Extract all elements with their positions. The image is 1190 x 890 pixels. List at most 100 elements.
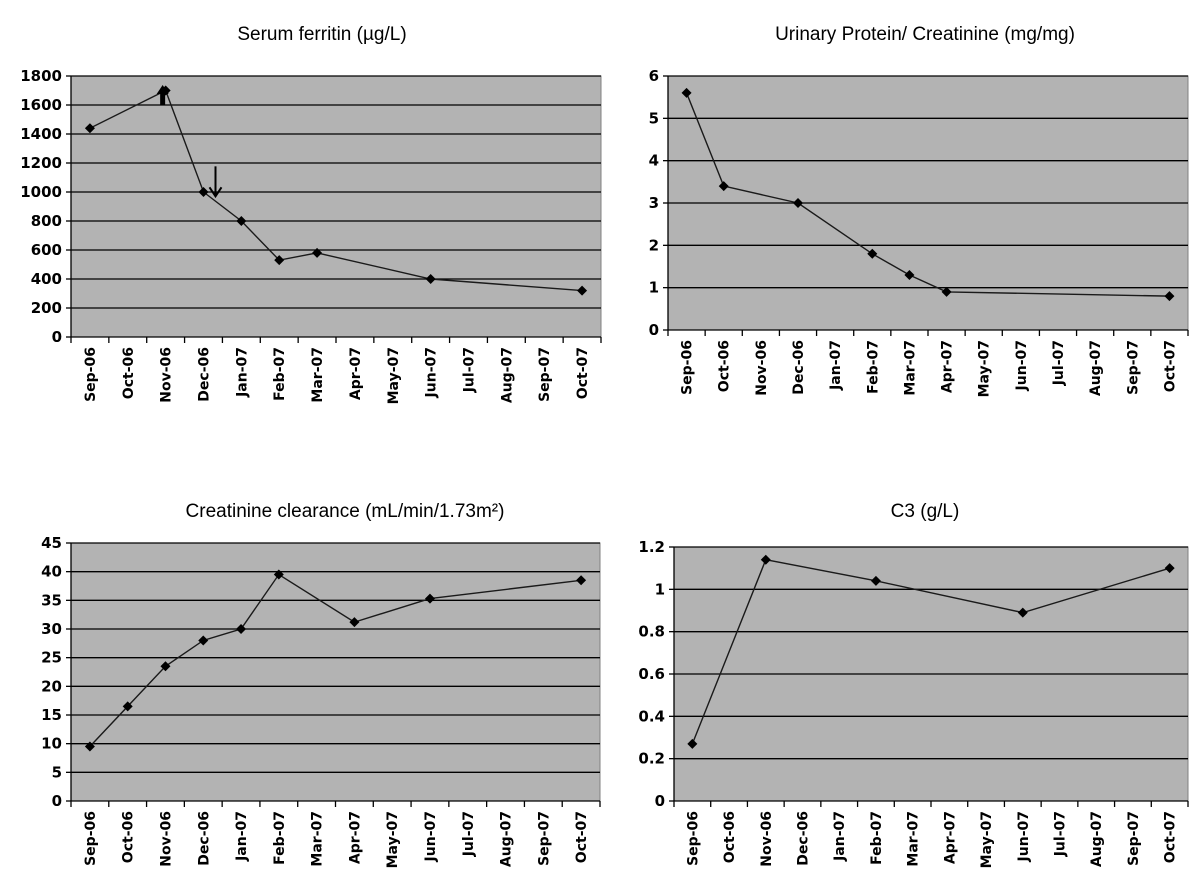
data-point (1164, 563, 1175, 574)
data-point (1017, 607, 1028, 618)
y-tick-label: 0 (649, 321, 659, 339)
y-tick-label: 1800 (20, 67, 62, 85)
x-tick-label: Oct-06 (717, 340, 733, 392)
x-tick-label: Sep-06 (83, 347, 99, 402)
data-point (160, 661, 171, 672)
x-tick-label: May-07 (386, 347, 402, 404)
y-tick-label: 3 (649, 194, 659, 212)
y-tick-label: 1200 (20, 154, 62, 172)
x-tick-label: Mar-07 (310, 347, 326, 403)
chart-title: Serum ferritin (µg/L) (237, 24, 406, 45)
x-tick-label: Oct-06 (722, 811, 738, 863)
data-point (681, 87, 692, 98)
y-tick-label: 40 (41, 563, 62, 581)
x-tick-label: Jul-07 (1053, 811, 1069, 857)
x-tick-label: Aug-07 (1089, 811, 1105, 867)
x-tick-label: Oct-06 (121, 347, 137, 399)
chart-title: Urinary Protein/ Creatinine (mg/mg) (775, 24, 1075, 45)
data-point (904, 269, 915, 280)
y-tick-label: 2 (649, 236, 659, 254)
x-tick-label: Jul-07 (462, 347, 478, 393)
data-point (577, 285, 588, 296)
data-point (198, 635, 209, 646)
data-point (425, 274, 436, 284)
y-tick-label: 400 (31, 270, 62, 288)
y-tick-label: 5 (52, 763, 62, 781)
x-tick-label: Jan-07 (832, 811, 848, 862)
x-tick-label: Jun-07 (423, 811, 439, 862)
x-tick-label: Oct-07 (1163, 811, 1179, 863)
data-point (349, 617, 360, 628)
y-tick-label: 200 (31, 299, 62, 317)
y-tick-label: 1 (655, 580, 665, 598)
y-tick-label: 0.8 (638, 623, 665, 641)
x-tick-label: Feb-07 (865, 340, 881, 394)
x-tick-label: Apr-07 (347, 811, 363, 864)
x-tick-label: Dec-06 (197, 347, 213, 402)
data-point (236, 624, 247, 634)
data-point (122, 701, 133, 712)
y-tick-label: 0.4 (638, 707, 665, 725)
x-tick-label: Oct-06 (121, 811, 137, 863)
series-line (89, 89, 583, 292)
x-tick-label: Mar-07 (906, 811, 922, 867)
y-tick-label: 0.6 (638, 665, 665, 683)
x-tick-label: Dec-06 (196, 811, 212, 866)
data-point (793, 198, 803, 208)
y-tick-label: 800 (31, 212, 62, 230)
y-tick-label: 4 (649, 152, 659, 170)
y-tick-label: 1.2 (638, 538, 665, 556)
x-tick-label: Nov-06 (159, 347, 175, 403)
x-tick-label: Jul-07 (461, 811, 477, 857)
x-tick-label: Apr-07 (348, 347, 364, 400)
x-tick-label: Nov-06 (759, 811, 775, 867)
x-tick-label: May-07 (979, 811, 995, 868)
x-tick-label: Feb-07 (272, 811, 288, 865)
y-tick-label: 6 (649, 67, 659, 85)
x-tick-label: Sep-06 (83, 811, 99, 866)
x-tick-label: Sep-06 (680, 340, 696, 395)
data-point (760, 554, 771, 565)
y-tick-label: 25 (41, 649, 62, 667)
data-point (236, 216, 247, 226)
x-tick-label: Oct-07 (1162, 340, 1178, 392)
data-point (718, 181, 729, 192)
x-tick-label: Jan-07 (828, 340, 844, 391)
y-tick-label: 45 (41, 534, 62, 552)
y-tick-label: 30 (41, 620, 62, 638)
x-tick-label: Jun-07 (1016, 811, 1032, 862)
y-tick-label: 5 (649, 109, 659, 127)
data-point (84, 741, 95, 752)
x-tick-label: Sep-07 (536, 811, 552, 866)
x-tick-label: Dec-06 (796, 811, 812, 866)
y-tick-label: 1 (649, 279, 659, 297)
data-point (941, 286, 952, 297)
x-tick-label: Oct-07 (574, 811, 590, 863)
x-tick-label: Jul-07 (1051, 340, 1067, 386)
x-tick-label: Sep-07 (1126, 811, 1142, 866)
data-point (84, 123, 95, 134)
x-tick-label: Aug-07 (499, 347, 515, 403)
data-point (687, 738, 698, 749)
x-tick-label: Sep-06 (685, 811, 701, 866)
arrow-up-icon (156, 85, 169, 105)
x-tick-label: May-07 (385, 811, 401, 868)
x-tick-label: Apr-07 (940, 340, 956, 393)
x-tick-label: Feb-07 (869, 811, 885, 865)
x-tick-label: Jan-07 (234, 811, 250, 862)
y-tick-label: 35 (41, 591, 62, 609)
x-tick-label: Nov-06 (158, 811, 174, 867)
x-tick-label: Aug-07 (1088, 340, 1104, 396)
chart-title: Creatinine clearance (mL/min/1.73m²) (186, 501, 505, 522)
y-tick-label: 600 (31, 241, 62, 259)
x-tick-label: Sep-07 (1125, 340, 1141, 395)
data-point (867, 248, 878, 259)
x-tick-label: Jun-07 (424, 347, 440, 398)
x-tick-label: May-07 (977, 340, 993, 397)
x-tick-label: Mar-07 (902, 340, 918, 396)
